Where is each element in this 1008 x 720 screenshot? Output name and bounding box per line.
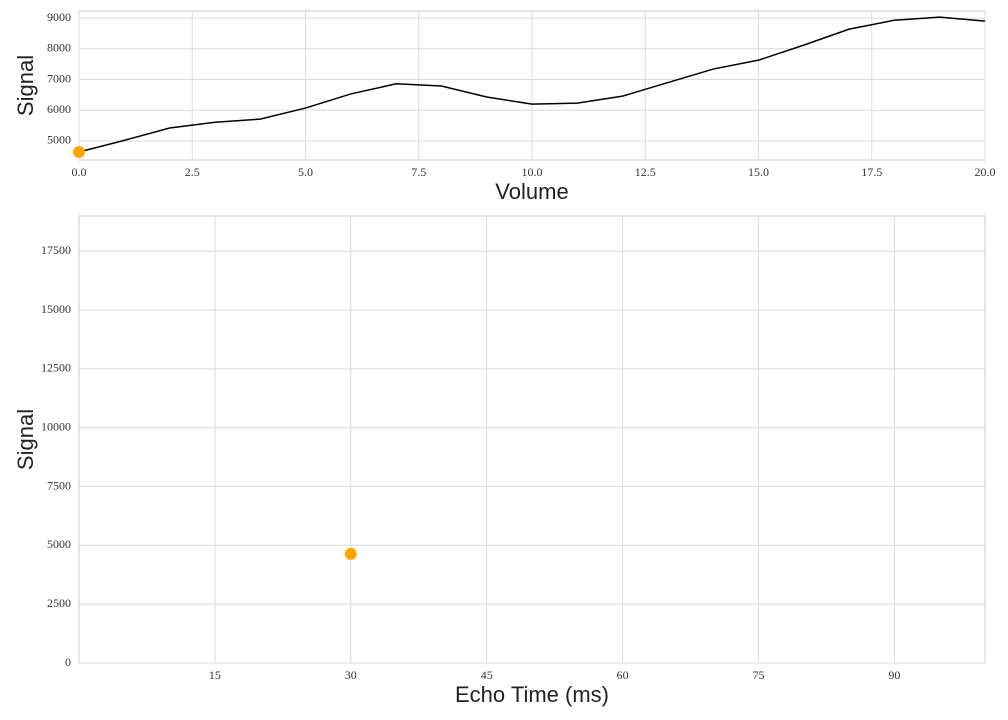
x-tick-label: 12.5 [635,165,656,179]
x-tick-label: 5.0 [298,165,313,179]
x-tick-label: 30 [345,668,357,682]
y-tick-label: 5000 [47,537,71,551]
y-tick-label: 6000 [47,102,71,116]
y-tick-label: 2500 [47,596,71,610]
x-tick-label: 75 [753,668,765,682]
y-tick-label: 7500 [47,478,71,492]
y-tick-label: 15000 [41,302,71,316]
x-axis-label: Volume [495,179,568,204]
plot-area [78,215,986,664]
x-tick-label: 15.0 [748,165,769,179]
point [73,146,85,159]
y-axis-label: Signal [13,55,38,116]
y-tick-label: 5000 [47,133,71,147]
y-tick-label: 0 [65,655,71,669]
y-tick-label: 9000 [47,10,71,24]
y-tick-label: 17500 [41,243,71,257]
x-tick-label: 10.0 [522,165,543,179]
y-tick-label: 10000 [41,419,71,433]
x-tick-label: 90 [888,668,900,682]
point [344,547,357,560]
x-tick-label: 2.5 [185,165,200,179]
y-tick-label: 12500 [41,361,71,375]
x-tick-label: 17.5 [861,165,882,179]
line [78,16,986,153]
x-tick-label: 45 [481,668,493,682]
y-tick-label: 8000 [47,41,71,55]
x-axis-label: Echo Time (ms) [455,682,609,707]
y-tick-label: 7000 [47,71,71,85]
x-tick-label: 15 [209,668,221,682]
x-tick-label: 0.0 [72,165,87,179]
x-tick-label: 7.5 [411,165,426,179]
y-axis-label: Signal [13,409,38,470]
x-tick-label: 60 [617,668,629,682]
x-tick-label: 20.0 [975,165,996,179]
